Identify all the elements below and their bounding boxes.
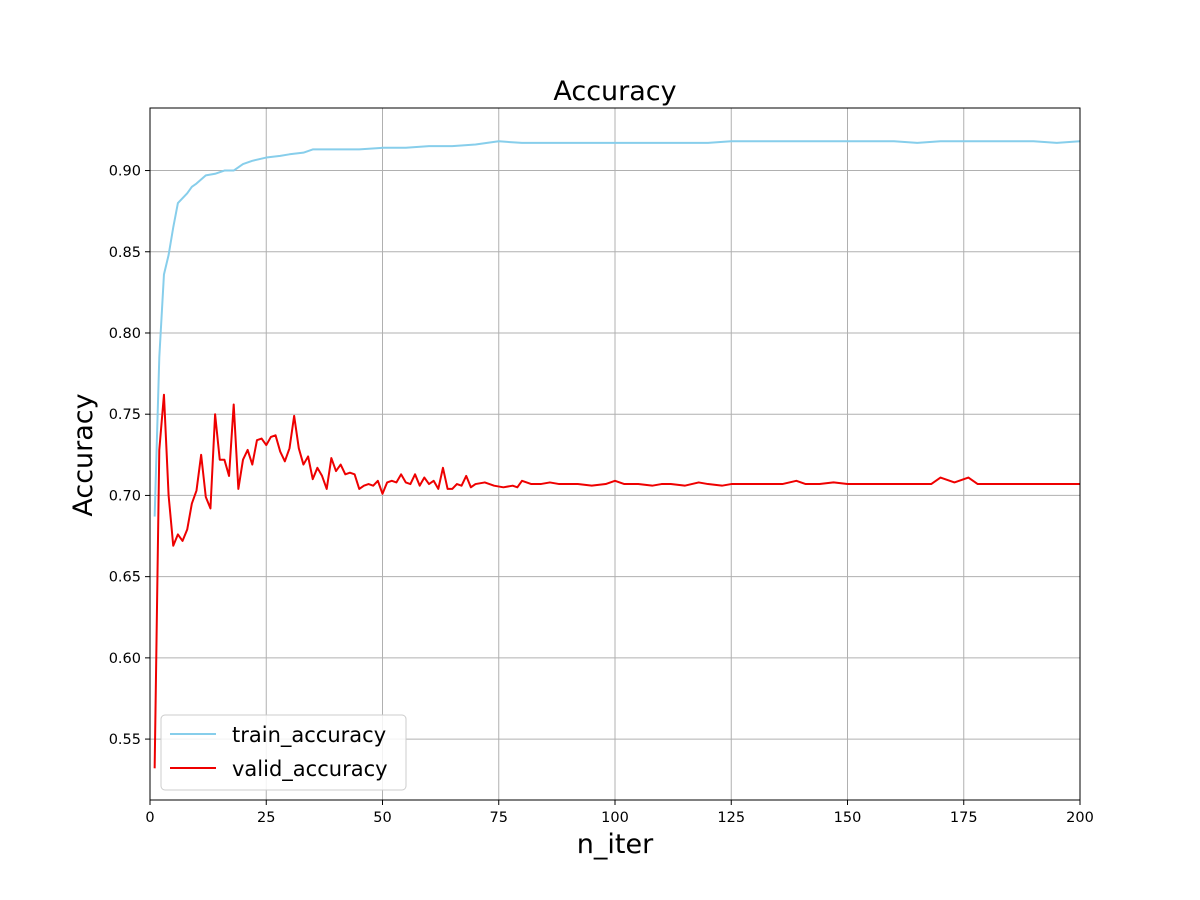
x-tick-label: 100 [601,810,629,826]
y-tick-label: 0.65 [109,570,141,586]
legend-label-train-accuracy: train_accuracy [232,723,386,748]
x-axis-label: n_iter [577,829,654,860]
legend-box [160,714,407,791]
y-tick-label: 0.75 [109,407,141,423]
chart-title: Accuracy [553,76,676,107]
legend: train_accuracy valid_accuracy [160,714,407,791]
y-axis-label: Accuracy [68,393,99,516]
y-tick-label: 0.85 [109,245,141,261]
y-tick-label: 0.60 [109,651,141,667]
y-tick-label: 0.80 [109,326,141,342]
series-line-train-accuracy [153,140,1080,517]
x-tick-label: 125 [717,810,745,826]
series-line-valid-accuracy [153,393,1080,769]
x-tick-label: 200 [1066,810,1094,826]
x-tick-label: 175 [950,810,978,826]
legend-label-valid-accuracy: valid_accuracy [232,757,388,782]
axis-ticks: 0 25 50 75 100 125 150 175 200 0.55 0.60 0.65 0.70 0.… [109,164,1094,826]
y-tick-label: 0.90 [109,164,141,180]
y-tick-label: 0.70 [109,488,141,504]
x-tick-label: 25 [257,810,275,826]
x-tick-label: 75 [490,810,508,826]
x-tick-label: 150 [834,810,862,826]
y-tick-label: 0.55 [109,732,141,748]
x-tick-label: 50 [373,810,391,826]
series-layer [153,140,1080,769]
x-tick-label: 0 [145,810,154,826]
